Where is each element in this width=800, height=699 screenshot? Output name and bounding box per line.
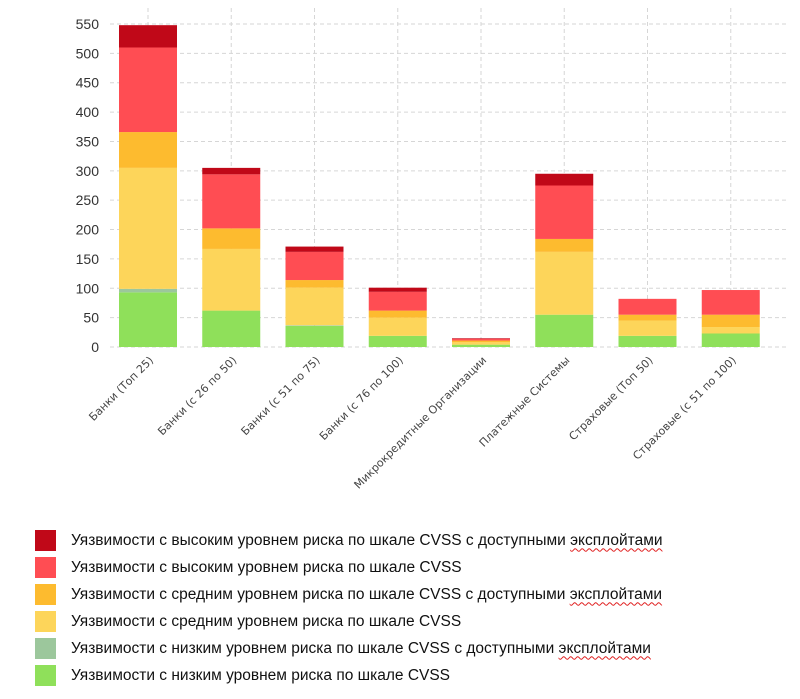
bar-segment xyxy=(119,292,177,347)
stacked-bar-chart: 0 50 100 150 200 250 300 350 400 450 500 550 Банки … xyxy=(76,8,786,492)
bar-segment xyxy=(202,174,261,229)
x-tick-label: Банки (с 51 по 75) xyxy=(239,354,323,438)
bar-segment xyxy=(452,342,510,345)
bar-segment xyxy=(202,248,261,311)
x-axis: Банки (Топ 25) Банки (с 26 по 50) Банки (с… xyxy=(86,354,738,492)
bar-segment xyxy=(701,290,760,315)
bar-segment xyxy=(368,287,427,292)
legend-label-text: Уязвимости с средним уровнем риска по шк… xyxy=(71,612,462,630)
bar-segment xyxy=(618,335,677,347)
bar-segment xyxy=(535,185,594,239)
x-tick-label: Микрокредитные Организации xyxy=(352,354,490,492)
bar-segment xyxy=(368,335,427,347)
x-tick-label: Банки (с 76 по 100) xyxy=(317,354,406,443)
bar-segment xyxy=(368,310,427,318)
bar-segment xyxy=(368,317,427,336)
bar-segment xyxy=(618,314,677,321)
y-axis: 0 50 100 150 200 250 300 350 400 450 500 550 xyxy=(76,16,100,355)
legend-label-text: Уязвимости с низким уровнем риска по шка… xyxy=(71,639,559,657)
legend-item: Уязвимости с низким уровнем риска по шка… xyxy=(35,662,795,689)
legend-item: Уязвимости с средним уровнем риска по шк… xyxy=(35,581,795,608)
legend-swatch xyxy=(35,665,56,686)
x-tick-label: Банки (с 26 по 50) xyxy=(155,354,239,438)
y-tick-label: 0 xyxy=(91,339,99,355)
y-tick-label: 450 xyxy=(76,75,100,91)
legend-label-spellcheck-word: эксплойтами xyxy=(570,531,663,549)
legend-label-spellcheck-word: эксплойтами xyxy=(569,585,663,603)
bar-segment xyxy=(535,314,594,347)
y-tick-label: 500 xyxy=(76,45,100,61)
bar-segment xyxy=(285,246,344,252)
bar-stack xyxy=(119,25,177,347)
legend-label: Уязвимости с высоким уровнем риска по шк… xyxy=(71,532,663,550)
x-tick-label: Страховые (Топ 50) xyxy=(566,354,655,443)
bar-segment xyxy=(119,132,177,168)
bar-stack xyxy=(202,167,261,347)
legend-label-text: Уязвимости с средним уровнем риска по шк… xyxy=(71,585,570,603)
bar-stack xyxy=(701,290,760,347)
x-tick-label: Банки (Топ 25) xyxy=(86,354,156,424)
legend-label: Уязвимости с низким уровнем риска по шка… xyxy=(71,640,651,658)
bar-segment xyxy=(285,325,344,347)
y-tick-label: 250 xyxy=(76,192,100,208)
legend-label: Уязвимости с высоким уровнем риска по шк… xyxy=(71,559,462,577)
bar-segment xyxy=(452,338,510,341)
bar-segment xyxy=(701,314,760,328)
bars xyxy=(119,25,760,347)
y-tick-label: 300 xyxy=(76,163,100,179)
y-tick-label: 550 xyxy=(76,16,100,32)
bar-segment xyxy=(368,291,427,311)
bar-segment xyxy=(618,320,677,336)
bar-stack xyxy=(618,298,677,347)
legend-label-text: Уязвимости с высоким уровнем риска по шк… xyxy=(71,531,571,549)
bar-segment xyxy=(535,238,594,252)
legend-item: Уязвимости с низким уровнем риска по шка… xyxy=(35,635,795,662)
y-tick-label: 100 xyxy=(76,280,100,296)
legend-label: Уязвимости с средним уровнем риска по шк… xyxy=(71,613,461,631)
bar-segment xyxy=(285,280,344,288)
bar-segment xyxy=(285,287,344,326)
legend-swatch xyxy=(35,557,56,578)
legend-item: Уязвимости с высоким уровнем риска по шк… xyxy=(35,527,795,554)
bar-segment xyxy=(535,173,594,186)
legend-item: Уязвимости с средним уровнем риска по шк… xyxy=(35,608,795,635)
legend-swatch xyxy=(35,638,56,659)
bar-stack xyxy=(535,173,594,347)
x-tick-label: Платежные Системы xyxy=(477,354,573,450)
legend-item: Уязвимости с высоким уровнем риска по шк… xyxy=(35,554,795,581)
bar-segment xyxy=(452,338,510,339)
y-tick-label: 150 xyxy=(76,251,100,267)
bar-segment xyxy=(119,47,177,133)
legend: Уязвимости с высоким уровнем риска по шк… xyxy=(35,527,795,689)
bar-stack xyxy=(452,338,510,347)
bar-segment xyxy=(285,325,344,326)
legend-label-spellcheck-word: эксплойтами xyxy=(558,639,651,657)
y-tick-label: 50 xyxy=(83,310,99,326)
bar-stack xyxy=(285,246,344,347)
bar-segment xyxy=(452,340,510,343)
legend-swatch xyxy=(35,584,56,605)
legend-label-text: Уязвимости с низким уровнем риска по шка… xyxy=(71,666,451,684)
bar-segment xyxy=(202,167,261,175)
bar-segment xyxy=(701,333,760,347)
bar-segment xyxy=(452,344,510,347)
bar-segment xyxy=(701,327,760,334)
y-tick-label: 200 xyxy=(76,222,100,238)
legend-label-text: Уязвимости с высоким уровнем риска по шк… xyxy=(71,558,462,576)
bar-segment xyxy=(119,288,177,293)
legend-swatch xyxy=(35,530,56,551)
bar-segment xyxy=(618,298,677,315)
y-tick-label: 350 xyxy=(76,133,100,149)
bar-stack xyxy=(368,287,427,347)
bar-segment xyxy=(202,310,261,347)
legend-label: Уязвимости с средним уровнем риска по шк… xyxy=(71,586,662,604)
bar-segment xyxy=(202,228,261,249)
legend-swatch xyxy=(35,611,56,632)
bar-segment xyxy=(535,251,594,315)
y-tick-label: 400 xyxy=(76,104,100,120)
bar-segment xyxy=(119,25,177,48)
bar-segment xyxy=(119,167,177,289)
bar-segment xyxy=(285,251,344,281)
legend-label: Уязвимости с низким уровнем риска по шка… xyxy=(71,667,450,685)
